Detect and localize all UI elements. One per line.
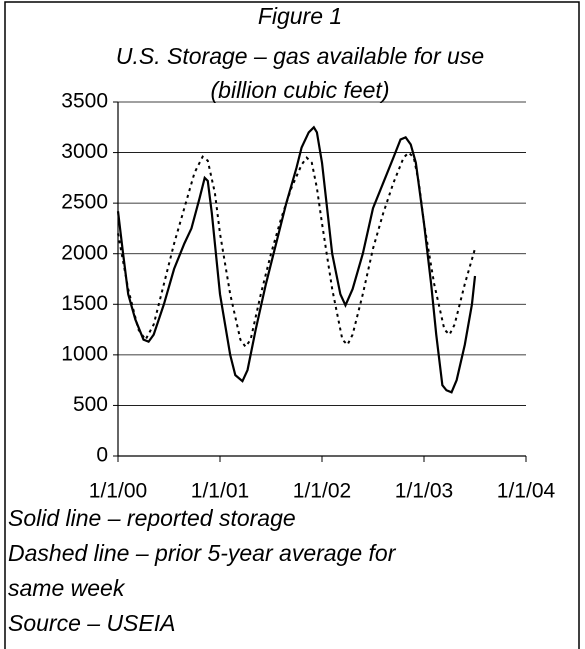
y-tick-label: 1000 (61, 342, 108, 365)
x-tick-label: 1/1/02 (293, 480, 351, 503)
note: Source – USEIA (8, 610, 175, 636)
chart-title: (billion cubic feet) (211, 77, 390, 103)
x-tick-label: 1/1/03 (395, 480, 453, 503)
x-tick-label: 1/1/04 (497, 480, 556, 503)
frame (4, 1, 580, 649)
y-tick-label: 2500 (61, 191, 108, 214)
y-tick-label: 2000 (61, 241, 108, 264)
note: same week (8, 575, 126, 601)
y-tick-label: 3500 (61, 90, 108, 113)
y-tick-label: 1500 (61, 292, 108, 315)
chart-title: U.S. Storage – gas available for use (116, 43, 484, 69)
x-tick-label: 1/1/01 (191, 480, 249, 503)
y-tick-label: 500 (73, 393, 108, 416)
note: Solid line – reported storage (8, 505, 296, 531)
y-tick-label: 3000 (61, 140, 108, 163)
series-line (116, 125, 477, 394)
y-tick-label: 0 (96, 444, 108, 467)
chart-title: Figure 1 (258, 3, 342, 29)
series-line (117, 151, 476, 349)
x-tick-label: 1/1/00 (89, 480, 147, 503)
note: Dashed line – prior 5-year average for (8, 540, 397, 566)
